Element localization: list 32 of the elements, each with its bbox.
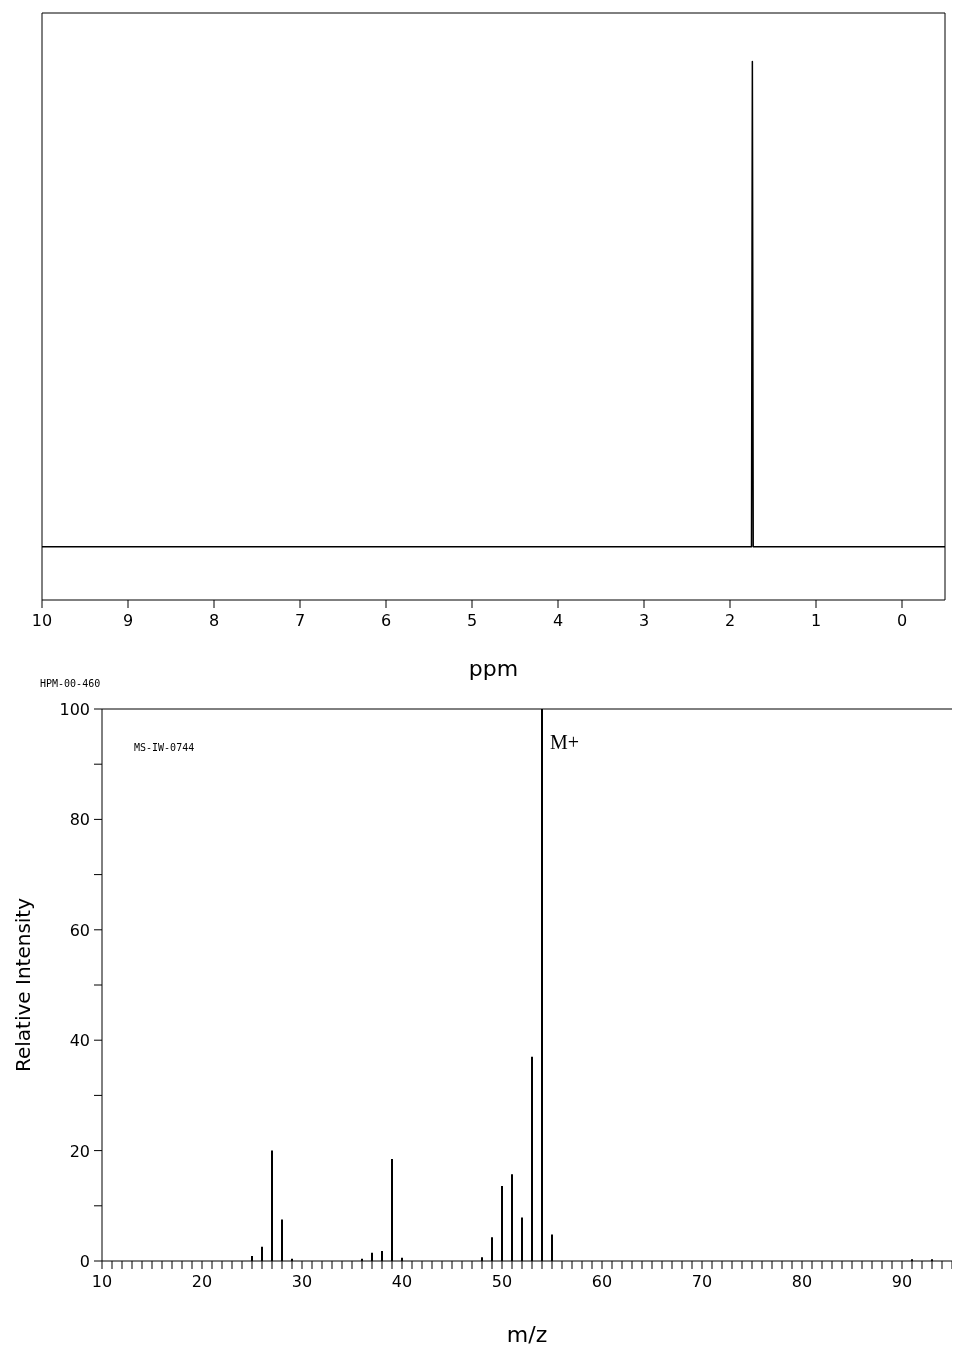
x-tick-label: 20 (191, 1272, 213, 1291)
x-tick-label: 80 (791, 1272, 813, 1291)
annotation: MS-IW-0744 (134, 742, 195, 753)
x-tick-label: 10 (31, 611, 53, 630)
x-tick-label: 30 (291, 1272, 313, 1291)
x-tick-label: 3 (638, 611, 650, 630)
x-tick-label: 60 (591, 1272, 613, 1291)
x-tick-label: 50 (491, 1272, 513, 1291)
text: HPM-00-460 (40, 678, 101, 689)
x-tick-label: 90 (891, 1272, 913, 1291)
y-tick-label: 40 (69, 1031, 90, 1051)
y-tick-label: 80 (69, 810, 90, 830)
x-tick-label: 2 (724, 611, 736, 630)
x-tick-label: 40 (391, 1272, 413, 1291)
x-axis-title: m/z (506, 1322, 548, 1346)
x-tick-label: 10 (91, 1272, 113, 1291)
x-tick-label: 6 (380, 611, 392, 630)
x-tick-label: 7 (294, 611, 306, 630)
x-tick-label: 9 (122, 611, 134, 630)
x-axis-title: ppm (468, 656, 519, 681)
x-tick-label: 70 (691, 1272, 713, 1291)
y-axis-title: Relative Intensity (11, 897, 35, 1073)
annotation: M+ (550, 731, 580, 753)
x-tick-label: 5 (466, 611, 478, 630)
y-tick-label: 100 (59, 700, 90, 719)
y-tick-label: 60 (69, 920, 90, 940)
y-tick-label: 20 (69, 1141, 90, 1161)
y-tick-label: 0 (79, 1252, 90, 1271)
x-tick-label: 1 (810, 611, 822, 630)
x-tick-label: 0 (896, 611, 908, 630)
x-tick-label: 4 (552, 611, 564, 630)
x-tick-label: 8 (208, 611, 220, 630)
